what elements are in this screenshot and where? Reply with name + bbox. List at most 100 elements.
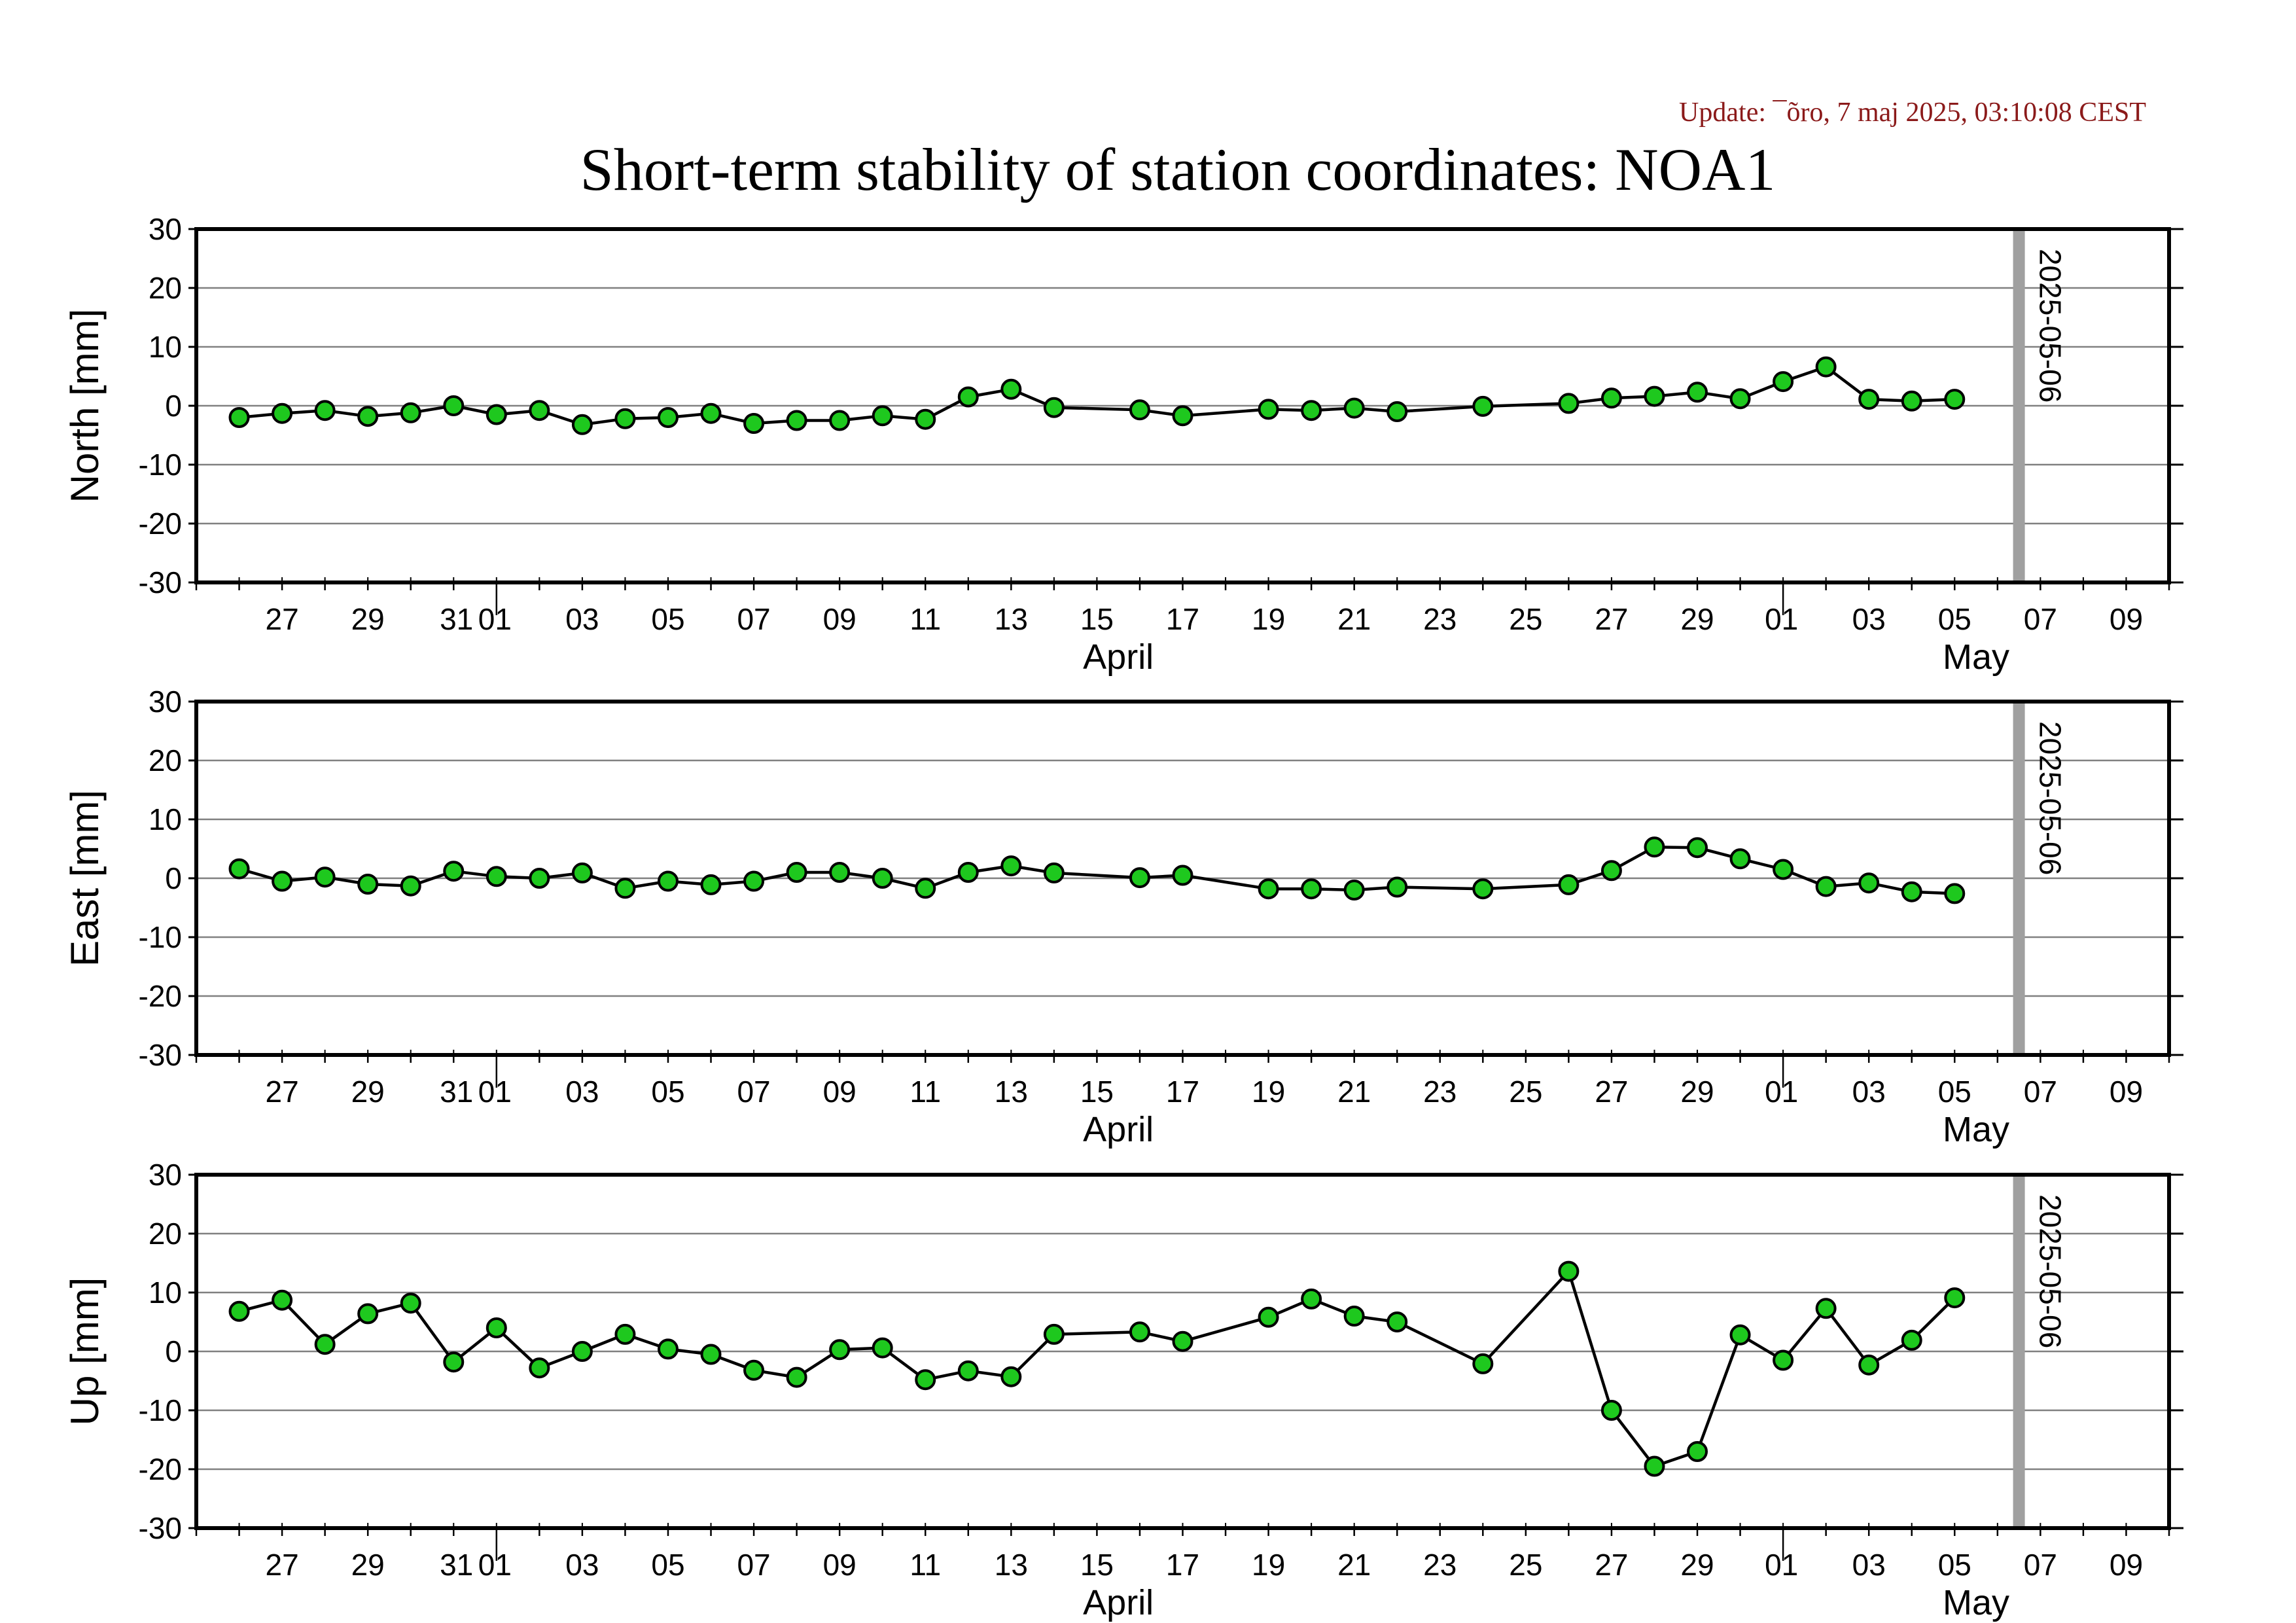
data-point [272, 402, 293, 424]
x-tick-label: 31 [440, 1548, 473, 1582]
data-point [272, 870, 293, 892]
y-tick-label: 10 [149, 802, 182, 836]
data-point [1815, 876, 1837, 897]
x-tick-label: 01 [478, 602, 512, 636]
y-axis-label: North [mm] [63, 309, 107, 503]
data-point [1343, 1306, 1365, 1327]
data-point [1000, 378, 1022, 400]
data-point [1729, 388, 1751, 410]
x-tick-label: 01 [1765, 602, 1798, 636]
data-point [400, 1293, 421, 1314]
x-tick-label: 27 [266, 1075, 299, 1109]
plot-frame [194, 700, 2171, 1057]
data-point [1944, 389, 1966, 410]
data-point [529, 868, 550, 889]
month-label: April [1083, 637, 1154, 677]
x-tick-label: 05 [651, 1075, 684, 1109]
data-point [314, 400, 336, 421]
x-tick-label: 27 [1595, 602, 1628, 636]
y-tick-label: 10 [149, 330, 182, 364]
data-point [1858, 872, 1880, 894]
y-tick-label: 0 [165, 861, 182, 895]
plot-frame [194, 227, 2171, 584]
y-tick-label: -30 [139, 1511, 182, 1545]
data-point [1258, 878, 1279, 900]
x-tick-label: 29 [351, 1075, 385, 1109]
data-point [1815, 356, 1837, 378]
y-tick-label: 30 [149, 685, 182, 719]
data-point [1258, 1306, 1279, 1328]
data-point [829, 862, 851, 883]
x-tick-label: 03 [1852, 602, 1886, 636]
data-point [1129, 867, 1150, 889]
data-point [1343, 397, 1365, 419]
x-tick-label: 25 [1509, 1548, 1542, 1582]
data-point [872, 405, 893, 427]
data-point [915, 878, 936, 899]
data-point [1386, 1311, 1408, 1332]
x-tick-label: 31 [440, 602, 473, 636]
data-point [571, 414, 593, 435]
data-point [1043, 862, 1065, 883]
data-point [1600, 1400, 1622, 1421]
data-point [1172, 865, 1193, 886]
data-point [1773, 1349, 1794, 1371]
x-tick-label: 01 [478, 1548, 512, 1582]
x-tick-label: 01 [1765, 1548, 1798, 1582]
data-point [1773, 371, 1794, 393]
x-tick-label: 15 [1080, 602, 1114, 636]
x-tick-label: 03 [1852, 1548, 1886, 1582]
x-tick-label: 05 [651, 1548, 684, 1582]
data-point [657, 407, 679, 428]
x-tick-label: 07 [2024, 602, 2057, 636]
current-date-label: 2025-05-06 [2034, 1194, 2068, 1348]
data-point [1600, 860, 1622, 882]
data-point [1043, 1323, 1065, 1345]
data-point [957, 1360, 979, 1382]
y-tick-label: -30 [139, 1038, 182, 1072]
x-tick-label: 29 [1680, 602, 1714, 636]
data-point [443, 395, 465, 416]
data-point [486, 1317, 507, 1338]
data-point [1301, 400, 1322, 421]
data-point [1729, 1324, 1751, 1346]
x-tick-label: 07 [737, 1075, 770, 1109]
data-point [443, 1351, 465, 1373]
data-point [529, 1357, 550, 1379]
x-tick-label: 23 [1423, 602, 1457, 636]
update-timestamp: Update: ¯õro, 7 maj 2025, 03:10:08 CEST [1679, 98, 2146, 128]
data-point [529, 400, 550, 421]
data-point [743, 1359, 765, 1381]
data-point [400, 875, 421, 897]
y-tick-label: -10 [139, 920, 182, 954]
data-point [228, 858, 250, 880]
x-tick-label: 29 [351, 1548, 385, 1582]
data-point [443, 861, 465, 882]
month-label: May [1943, 1583, 2009, 1622]
data-point [829, 1339, 851, 1361]
x-tick-label: 13 [995, 1548, 1028, 1582]
x-tick-label: 13 [995, 1075, 1028, 1109]
data-point [314, 866, 336, 888]
x-tick-label: 05 [651, 602, 684, 636]
plot-frame [194, 1173, 2171, 1530]
data-point [357, 1303, 379, 1325]
data-point [1558, 393, 1580, 414]
series-line [238, 1270, 1956, 1468]
data-point [1815, 1298, 1837, 1319]
data-point [700, 1344, 722, 1365]
data-point [614, 408, 636, 429]
data-point [1258, 399, 1279, 420]
y-tick-label: 30 [149, 212, 182, 246]
data-point [1386, 876, 1408, 898]
x-tick-label: 07 [737, 1548, 770, 1582]
y-tick-label: 30 [149, 1158, 182, 1192]
x-tick-label: 13 [995, 602, 1028, 636]
data-point [1644, 836, 1665, 858]
x-tick-label: 17 [1166, 1075, 1199, 1109]
x-tick-label: 07 [2024, 1075, 2057, 1109]
current-date-label: 2025-05-06 [2034, 721, 2068, 875]
data-point [1773, 859, 1794, 880]
